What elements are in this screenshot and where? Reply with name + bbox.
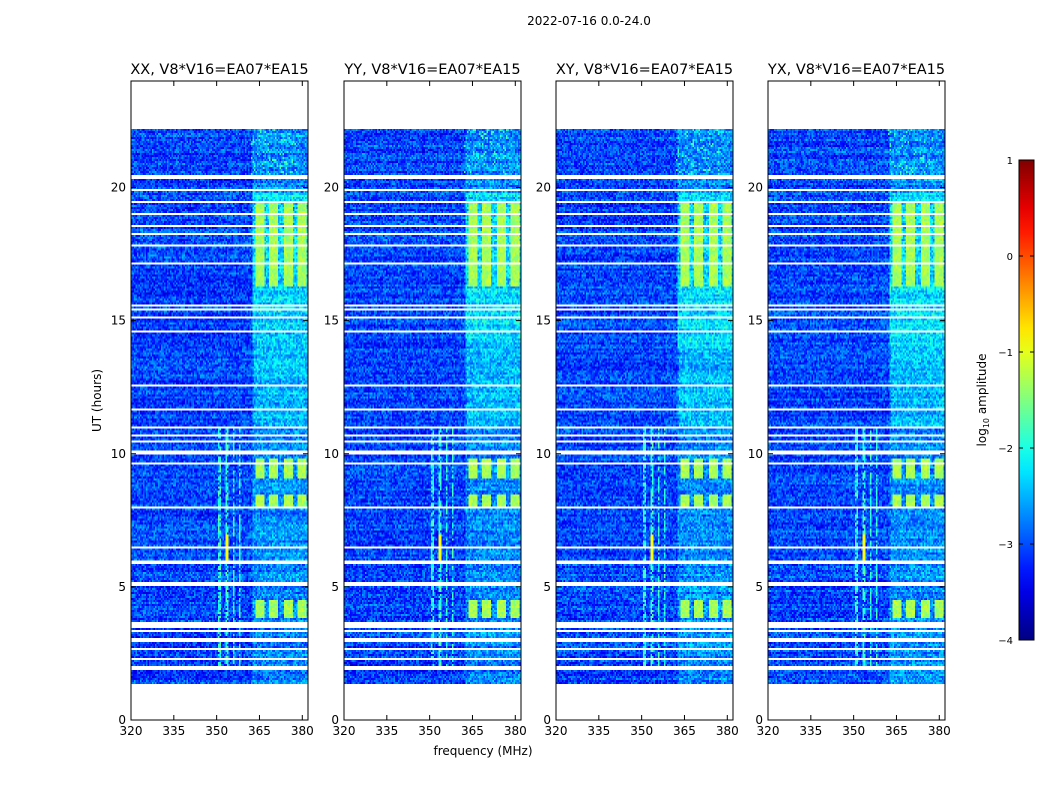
panel-xx: XX, V8*V16=EA07*EA15 320 335 350 365 380 0 5 10 1… xyxy=(90,62,314,738)
panel-yy: YY, V8*V16=EA07*EA15 320 335 350 365 380 0 5 10 1… xyxy=(324,62,533,758)
y-tick-label: 5 xyxy=(755,580,763,594)
x-tick-label: 335 xyxy=(587,724,610,738)
x-tick-label: 365 xyxy=(461,724,484,738)
y-tick-label: 10 xyxy=(324,447,339,461)
panel-title: XY, V8*V16=EA07*EA15 xyxy=(556,62,733,78)
heatmap-raster xyxy=(768,81,945,720)
colorbar-tick-label: −3 xyxy=(998,540,1013,551)
heatmap-raster xyxy=(344,81,521,720)
y-tick-label: 0 xyxy=(118,713,126,727)
axes-frame xyxy=(555,80,734,721)
x-tick-label: 320 xyxy=(545,724,568,738)
x-tick-label: 320 xyxy=(120,724,143,738)
x-tick-label: 320 xyxy=(333,724,356,738)
y-tick-label: 10 xyxy=(748,447,763,461)
x-tick-label: 320 xyxy=(757,724,780,738)
y-tick-label: 15 xyxy=(748,314,763,328)
heatmap-raster xyxy=(556,81,733,720)
axes-frame xyxy=(767,80,946,721)
y-tick-label: 0 xyxy=(543,713,551,727)
y-tick-label: 20 xyxy=(536,181,551,195)
x-tick-label: 350 xyxy=(418,724,441,738)
x-tick-label: 335 xyxy=(162,724,185,738)
x-tick-label: 335 xyxy=(375,724,398,738)
y-tick-label: 0 xyxy=(755,713,763,727)
y-tick-label: 20 xyxy=(748,181,763,195)
heatmap-raster xyxy=(131,81,308,720)
x-tick-label: 380 xyxy=(928,724,951,738)
figure-title: 2022-07-16 0.0-24.0 xyxy=(527,14,651,28)
x-tick-label: 380 xyxy=(716,724,739,738)
panel-xy: XY, V8*V16=EA07*EA15 320 335 350 365 380 0 5 10 1… xyxy=(536,62,739,738)
colorbar-tick-label: −1 xyxy=(998,348,1013,359)
colorbar-tick-label: 0 xyxy=(1007,252,1013,263)
colorbar: 1 0 −1 −2 −3 −4 log10 amplitude xyxy=(975,156,1035,647)
x-tick-label: 365 xyxy=(673,724,696,738)
x-tick-label: 350 xyxy=(205,724,228,738)
x-tick-label: 365 xyxy=(885,724,908,738)
y-tick-label: 10 xyxy=(111,447,126,461)
panel-title: XX, V8*V16=EA07*EA15 xyxy=(130,62,308,78)
colorbar-tick-label: 1 xyxy=(1007,156,1013,167)
x-tick-label: 335 xyxy=(799,724,822,738)
axes-frame xyxy=(130,80,309,721)
y-tick-label: 20 xyxy=(324,181,339,195)
y-tick-label: 5 xyxy=(543,580,551,594)
y-tick-label: 10 xyxy=(536,447,551,461)
colorbar-tick-label: −4 xyxy=(998,636,1013,647)
panel-title: YY, V8*V16=EA07*EA15 xyxy=(343,62,520,78)
y-tick-label: 20 xyxy=(111,181,126,195)
y-tick-label: 0 xyxy=(331,713,339,727)
x-tick-label: 350 xyxy=(630,724,653,738)
colorbar-label: log10 amplitude xyxy=(975,354,991,447)
axes-frame xyxy=(343,80,522,721)
y-axis-label: UT (hours) xyxy=(90,369,104,432)
panel-yx: YX, V8*V16=EA07*EA15 320 335 350 365 380 0 5 10 1… xyxy=(748,62,951,738)
y-tick-label: 5 xyxy=(331,580,339,594)
y-tick-label: 15 xyxy=(111,314,126,328)
y-tick-label: 15 xyxy=(536,314,551,328)
colorbar-gradient xyxy=(1018,159,1035,641)
panels: XX, V8*V16=EA07*EA15 320 335 350 365 380 0 5 10 1… xyxy=(90,62,951,758)
x-tick-label: 365 xyxy=(248,724,271,738)
x-tick-label: 350 xyxy=(842,724,865,738)
panel-title: YX, V8*V16=EA07*EA15 xyxy=(767,62,945,78)
colorbar-tick-label: −2 xyxy=(998,444,1013,455)
x-tick-label: 380 xyxy=(291,724,314,738)
x-axis-label: frequency (MHz) xyxy=(433,744,532,758)
y-tick-label: 5 xyxy=(118,580,126,594)
x-tick-label: 380 xyxy=(504,724,527,738)
y-tick-label: 15 xyxy=(324,314,339,328)
